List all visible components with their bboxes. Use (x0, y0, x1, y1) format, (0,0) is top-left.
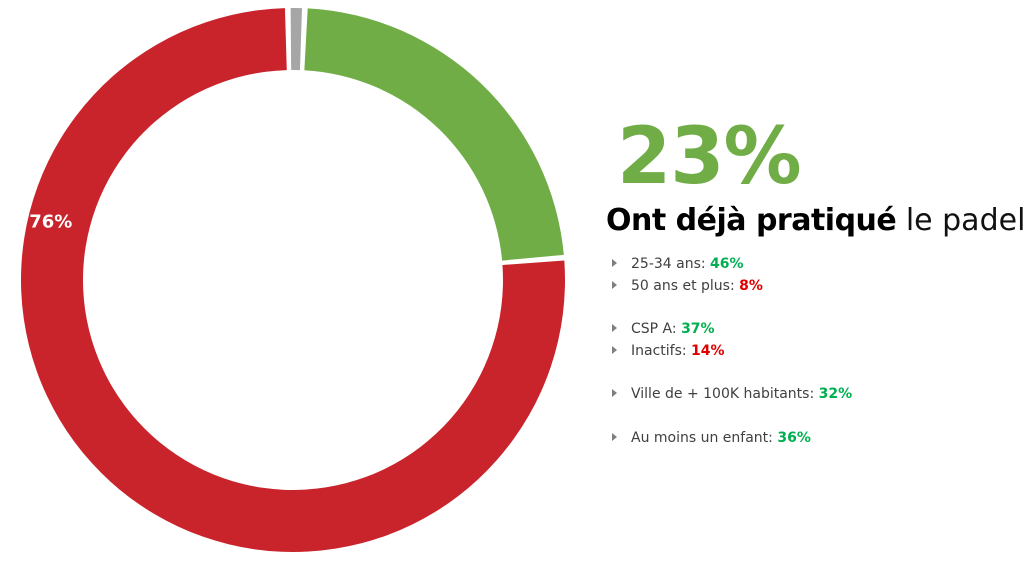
stat-label: 50 ans et plus: (631, 278, 740, 294)
stat-value: 8% (739, 278, 763, 294)
stat-label: CSP A: (631, 321, 682, 337)
stat-label: Ville de + 100K habitants: (631, 386, 819, 402)
donut-chart: 76% (21, 7, 566, 552)
stat-value: 37% (681, 321, 715, 337)
stat-value: 32% (818, 386, 853, 402)
stat-item: CSP A: 37% (612, 321, 715, 337)
stat-label: Inactifs: (631, 343, 692, 359)
stat-item: Ville de + 100K habitants: 32% (612, 386, 852, 402)
donut-slice-label: 76% (29, 211, 72, 232)
stat-label: Au moins un enfant: (631, 430, 778, 446)
stat-value: 36% (777, 430, 811, 446)
bullet-icon (612, 433, 617, 441)
stat-label: 25-34 ans: (631, 256, 711, 272)
bullet-icon (612, 259, 617, 267)
bullet-icon (612, 324, 617, 332)
stat-value: 46% (710, 256, 744, 272)
donut-slice-3 (290, 7, 303, 71)
stat-item: Au moins un enfant: 36% (612, 430, 811, 446)
headline-caption: Ont déjà pratiqué le padel (606, 203, 1024, 239)
bullet-icon (612, 346, 617, 354)
headline-percentage: 23% (617, 112, 802, 202)
stat-value: 14% (691, 343, 725, 359)
stat-item: Inactifs: 14% (612, 343, 725, 359)
headline-caption-rest: le padel (905, 203, 1024, 238)
bullet-icon (612, 389, 617, 397)
bullet-icon (612, 281, 617, 289)
stat-item: 25-34 ans: 46% (612, 256, 744, 272)
headline-caption-bold: Ont déjà pratiqué (606, 203, 897, 238)
stat-item: 50 ans et plus: 8% (612, 278, 763, 294)
donut-slice-1 (304, 8, 564, 261)
